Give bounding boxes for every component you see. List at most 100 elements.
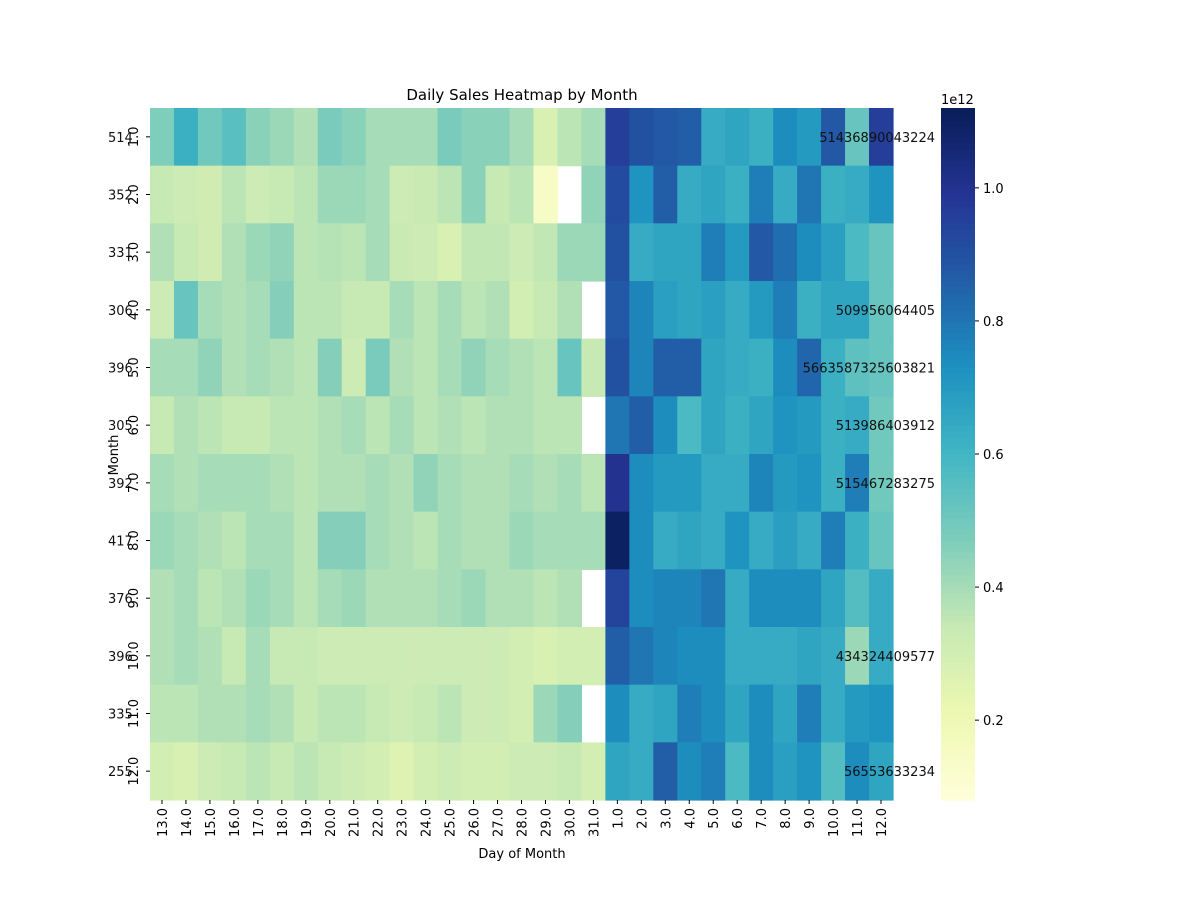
heatmap-cell [701, 396, 726, 455]
heatmap-cell [533, 627, 559, 686]
heatmap-cell [509, 684, 535, 743]
colorbar-segment [941, 627, 975, 634]
colorbar-segment [941, 379, 975, 386]
heatmap-cell [317, 569, 343, 628]
colorbar-segment [941, 592, 975, 599]
heatmap-cell [413, 223, 439, 282]
heatmap-cell [677, 396, 702, 455]
heatmap-cell [365, 223, 391, 282]
x-tick-label: 28.0 [516, 808, 531, 837]
heatmap-cell [797, 223, 822, 282]
heatmap-cell [725, 108, 750, 167]
heatmap-cell [605, 281, 630, 340]
heatmap-cell [845, 281, 870, 340]
colorbar-segment [941, 678, 975, 686]
heatmap-cell [845, 511, 870, 570]
row-annotation-label: 396 [108, 650, 133, 665]
heatmap-cell [413, 165, 439, 224]
colorbar-segment [941, 402, 975, 409]
heatmap-cell [797, 338, 822, 397]
heatmap-cell [173, 396, 199, 455]
heatmap-cell [725, 338, 750, 397]
colorbar-segment [941, 292, 975, 299]
heatmap-cell [821, 108, 846, 167]
colorbar-segment [941, 413, 975, 420]
heatmap-cell [557, 108, 583, 167]
heatmap-cell [629, 281, 654, 340]
heatmap-cell [245, 396, 271, 455]
heatmap-cell [389, 569, 415, 628]
heatmap-cell [197, 223, 223, 282]
heatmap-cell [749, 684, 774, 743]
y-tick-label: 8.0 [127, 530, 142, 551]
x-tick-label: 1.0 [611, 808, 626, 829]
heatmap-cell [869, 627, 894, 686]
colorbar-segment [941, 569, 975, 576]
heatmap-cell [173, 569, 199, 628]
heatmap-cell [245, 684, 271, 743]
colorbar-segment [941, 448, 975, 455]
colorbar-segment [941, 113, 975, 121]
heatmap-cell [461, 511, 487, 570]
x-tick-label: 7.0 [755, 808, 770, 829]
colorbar-segment [941, 125, 975, 132]
heatmap-cell [365, 742, 391, 801]
x-tick-label: 26.0 [468, 808, 483, 837]
x-tick-label: 18.0 [276, 808, 291, 837]
colorbar-segment [941, 655, 975, 663]
heatmap-cell [533, 684, 559, 743]
colorbar-segment [941, 252, 975, 259]
heatmap-cell [653, 569, 678, 628]
heatmap-cell [797, 454, 822, 513]
heatmap-cell [605, 338, 630, 397]
heatmap-cell [749, 396, 774, 455]
heatmap-cell [293, 223, 319, 282]
colorbar-segment [941, 165, 975, 173]
heatmap-cell [605, 454, 630, 513]
heatmap-cell [365, 108, 391, 167]
heatmap-cell [173, 511, 199, 570]
heatmap-cell [581, 223, 606, 282]
heatmap-cell [461, 108, 487, 167]
y-tick-label: 10.0 [127, 641, 142, 670]
heatmap-cell [581, 108, 606, 167]
colorbar-segment [941, 523, 975, 530]
row-annotation-label: 352 [108, 189, 133, 204]
heatmap-cell [821, 569, 846, 628]
heatmap-cell [869, 454, 894, 513]
y-tick-label: 12.0 [127, 757, 142, 786]
heatmap-cell [629, 223, 654, 282]
heatmap-cell [533, 108, 559, 167]
heatmap-cell [173, 742, 199, 801]
heatmap-cell [821, 338, 846, 397]
heatmap-cell [869, 569, 894, 628]
heatmap-cell [317, 338, 343, 397]
heatmap-cell [221, 338, 247, 397]
heatmap-cell [413, 281, 439, 340]
colorbar-segment [941, 759, 975, 766]
heatmap-cell [245, 627, 271, 686]
colorbar-segment [941, 459, 975, 467]
heatmap-cell [629, 165, 654, 224]
x-tick-label: 2.0 [635, 808, 650, 829]
heatmap-cell [749, 338, 774, 397]
heatmap-cell [245, 108, 271, 167]
colorbar-segment [941, 534, 975, 542]
heatmap-cell [461, 627, 487, 686]
heatmap-cell [869, 742, 894, 801]
colorbar-segment [941, 419, 975, 426]
heatmap-cell [221, 281, 247, 340]
heatmap-cell [797, 569, 822, 628]
heatmap-cell [749, 108, 774, 167]
colorbar-segment [941, 257, 975, 265]
heatmap-cell [269, 454, 295, 513]
colorbar-segment [941, 298, 975, 305]
heatmap-cell [341, 281, 367, 340]
colorbar-segment [941, 442, 975, 449]
heatmap-cell [221, 627, 247, 686]
colorbar-segment [941, 154, 975, 161]
heatmap-cell [701, 223, 726, 282]
heatmap-cell [365, 569, 391, 628]
colorbar-segment [941, 217, 975, 224]
heatmap-cell [461, 569, 487, 628]
